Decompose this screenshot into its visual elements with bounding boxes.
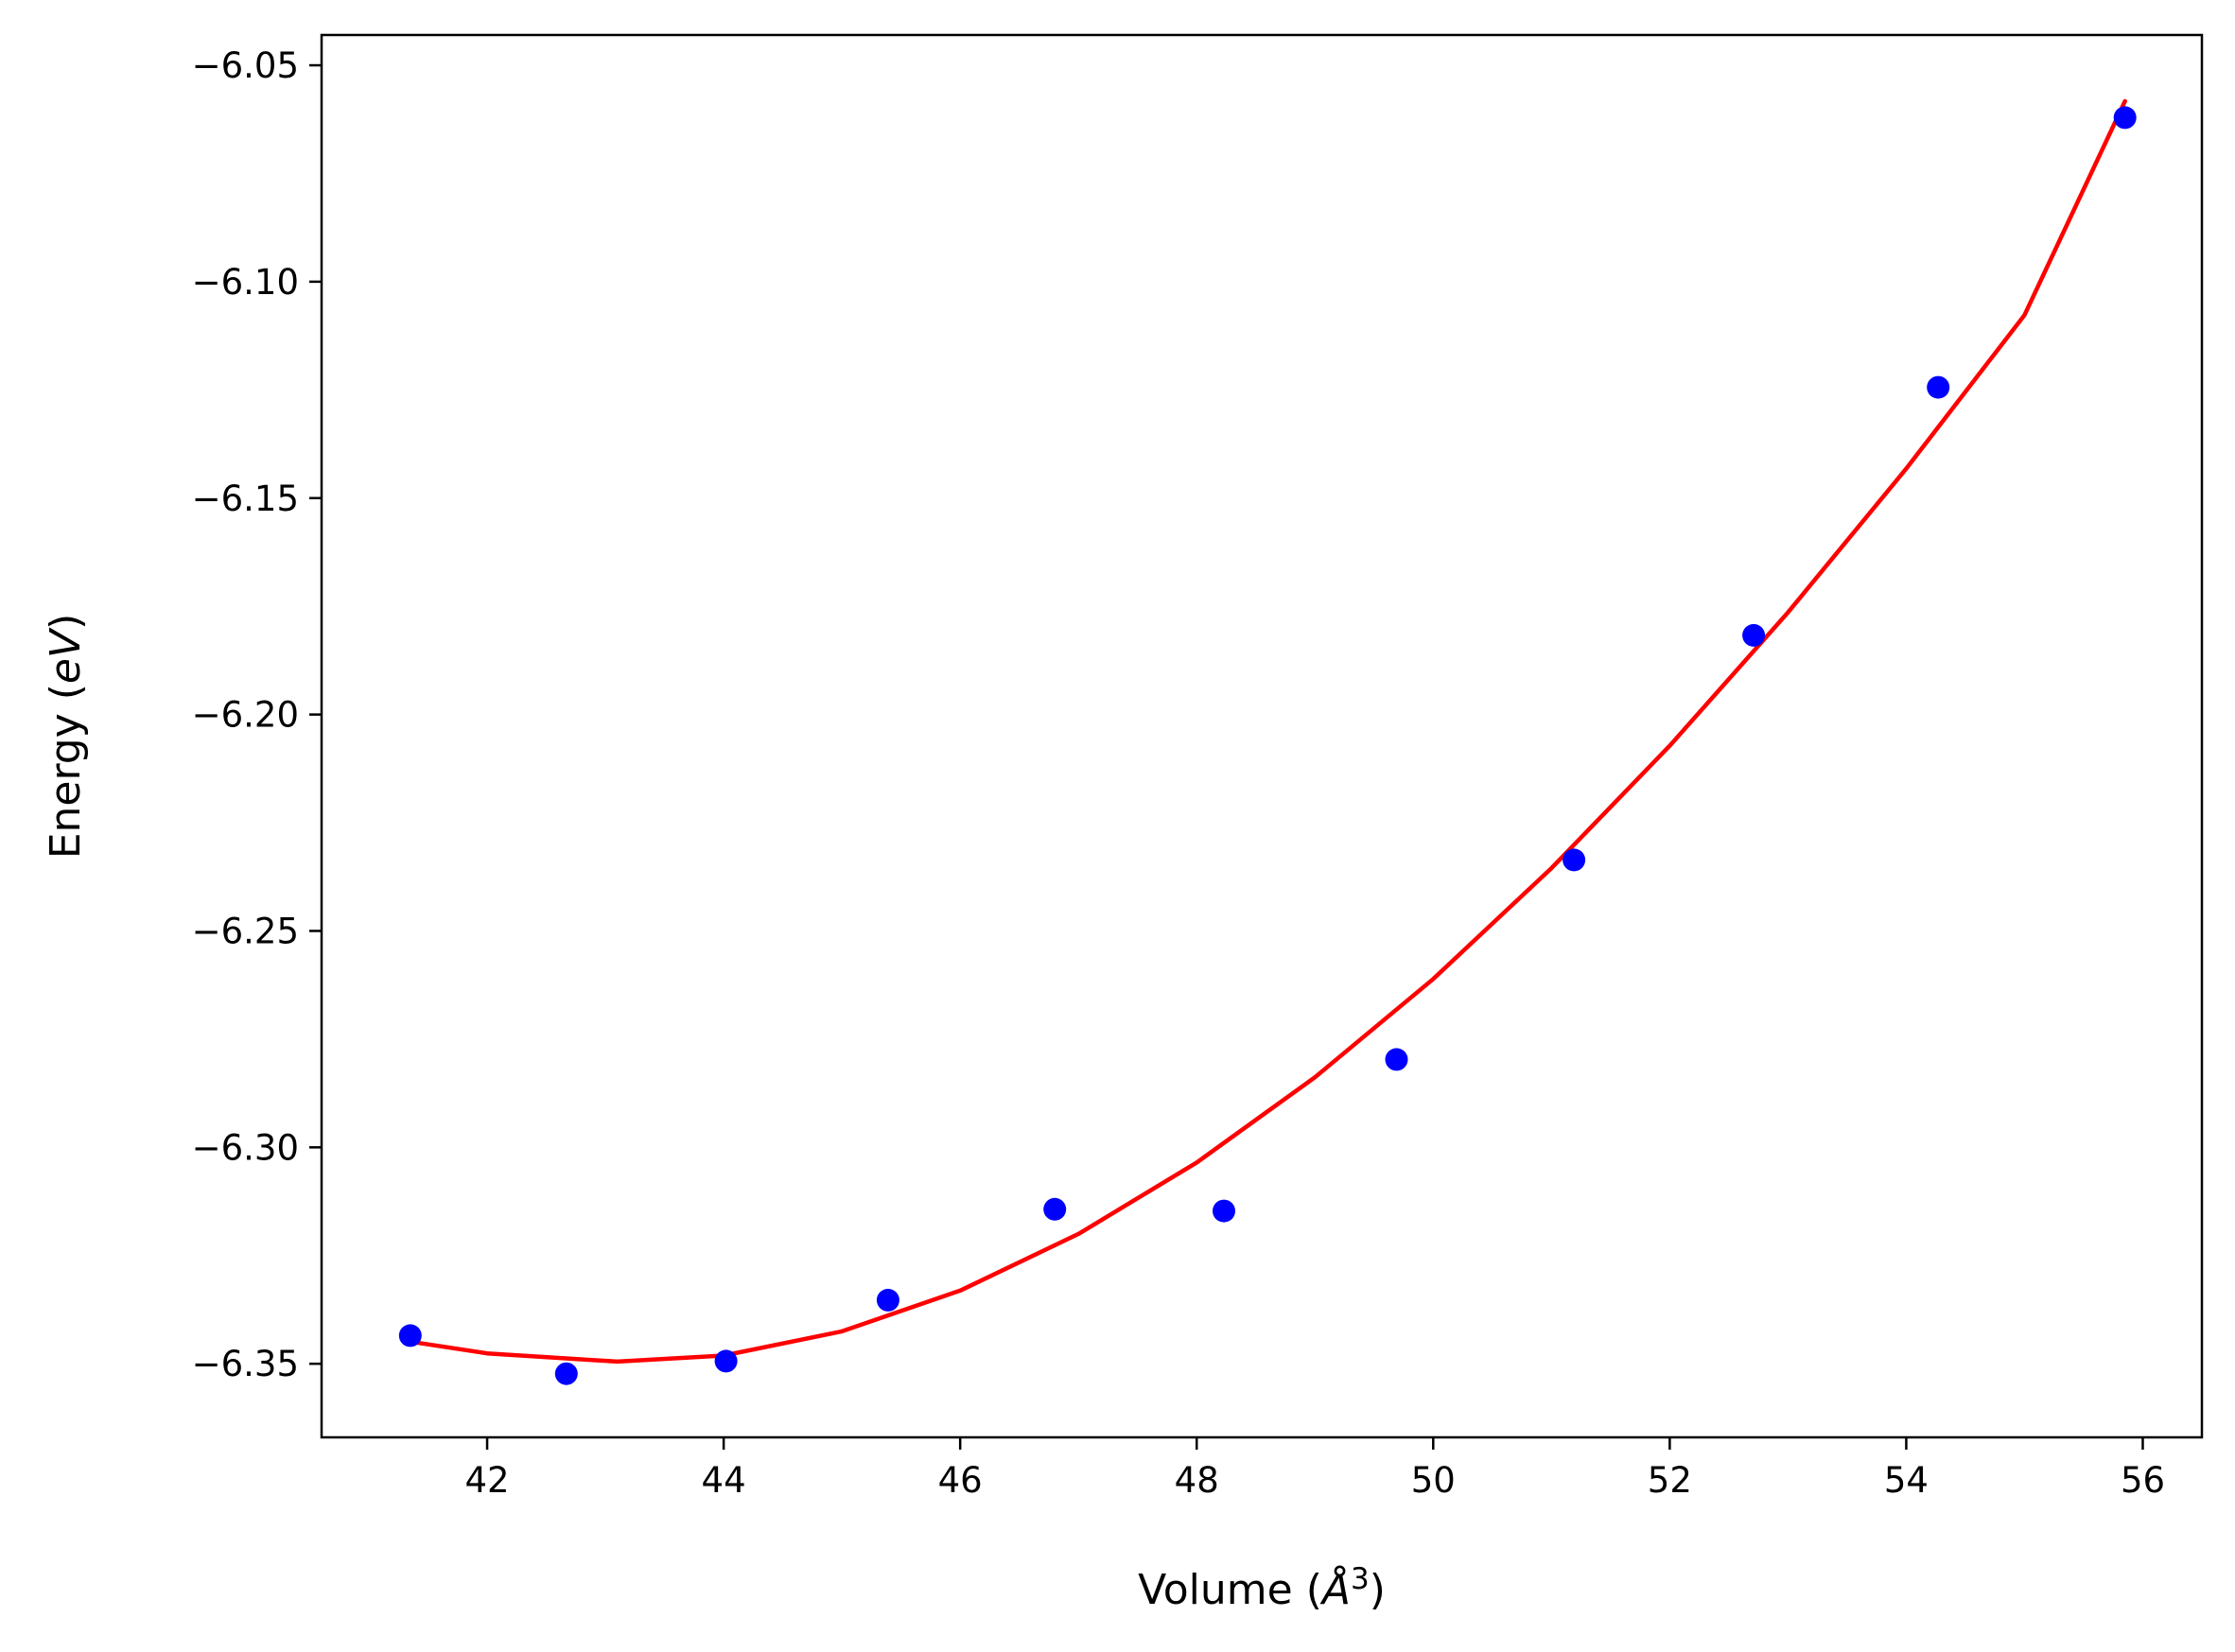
data-point-7 <box>1385 1048 1408 1071</box>
data-point-3 <box>714 1349 738 1373</box>
y-tick-label: −6.20 <box>192 695 299 736</box>
fit-curve-layer <box>408 98 2127 1365</box>
fit-curve-line <box>408 98 2127 1365</box>
y-axis-label-suffix: ) <box>42 614 90 630</box>
y-tick-label: −6.25 <box>192 911 299 951</box>
x-tick-label: 44 <box>702 1460 746 1501</box>
x-axis-label: Volume (Å3) <box>1138 1562 1386 1614</box>
data-point-4 <box>876 1288 899 1312</box>
y-axis-label-prefix: Energy ( <box>42 684 90 859</box>
data-point-5 <box>1043 1197 1067 1221</box>
y-tick-label: −6.10 <box>192 262 299 303</box>
plot-frame <box>320 33 2204 1439</box>
data-point-9 <box>1742 623 1766 647</box>
data-points-layer <box>398 106 2137 1385</box>
x-tick-label: 48 <box>1175 1460 1219 1501</box>
y-tick-label: −6.30 <box>192 1127 299 1168</box>
data-point-2 <box>554 1362 578 1385</box>
x-tick-label: 56 <box>2121 1460 2165 1501</box>
x-tick-label: 52 <box>1648 1460 1692 1501</box>
x-axis-label-symbol: Å <box>1319 1564 1351 1614</box>
x-tick-label: 50 <box>1411 1460 1456 1501</box>
y-tick-label: −6.35 <box>192 1344 299 1384</box>
data-point-8 <box>1563 848 1586 872</box>
data-point-11 <box>2113 106 2137 130</box>
x-tick-label: 46 <box>938 1460 983 1501</box>
data-point-6 <box>1213 1199 1235 1223</box>
y-tick-label: −6.15 <box>192 478 299 519</box>
y-axis-ticks: −6.35 −6.30 −6.25 −6.20 −6.15 −6.10 −6.05 <box>192 45 322 1384</box>
y-tick-label: −6.05 <box>192 45 299 86</box>
x-axis-label-prefix: Volume ( <box>1138 1566 1322 1614</box>
data-point-10 <box>1927 375 1950 399</box>
x-tick-label: 42 <box>464 1460 509 1501</box>
x-axis-label-superscript: 3 <box>1351 1562 1370 1596</box>
y-axis-label-symbol: eV <box>42 627 90 684</box>
x-axis-label-suffix: ) <box>1370 1566 1386 1614</box>
x-axis-ticks: 42 44 46 48 50 52 54 56 <box>464 1437 2165 1501</box>
x-tick-label: 54 <box>1884 1460 1929 1501</box>
y-axis-label: Energy (eV) <box>42 614 90 860</box>
data-point-1 <box>398 1324 422 1348</box>
